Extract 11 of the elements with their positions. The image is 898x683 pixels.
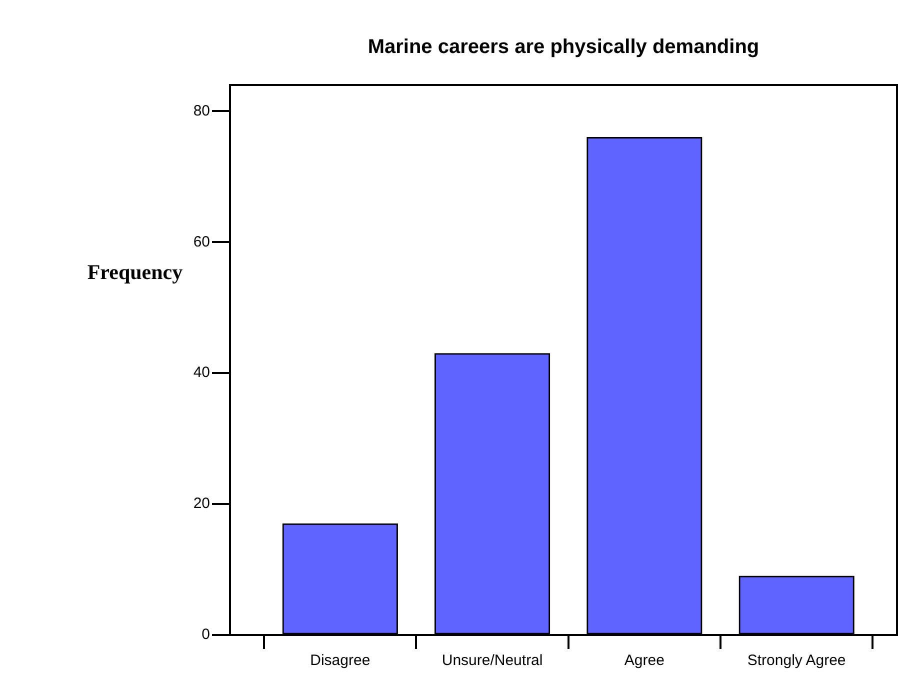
- x-tick-label: Agree: [624, 652, 664, 670]
- y-tick-label: 40: [193, 364, 210, 382]
- y-tick-label: 80: [193, 102, 210, 120]
- chart-title: Marine careers are physically demanding: [366, 36, 760, 59]
- x-tick-label: Strongly Agree: [747, 652, 846, 670]
- x-tick-label: Disagree: [310, 652, 370, 670]
- y-tick-label: 0: [202, 626, 210, 644]
- x-tick-label: Unsure/Neutral: [442, 652, 543, 670]
- y-tick-label: 60: [193, 233, 210, 250]
- y-tick-label: 20: [193, 495, 210, 512]
- y-axis-title: Frequency: [86, 260, 184, 285]
